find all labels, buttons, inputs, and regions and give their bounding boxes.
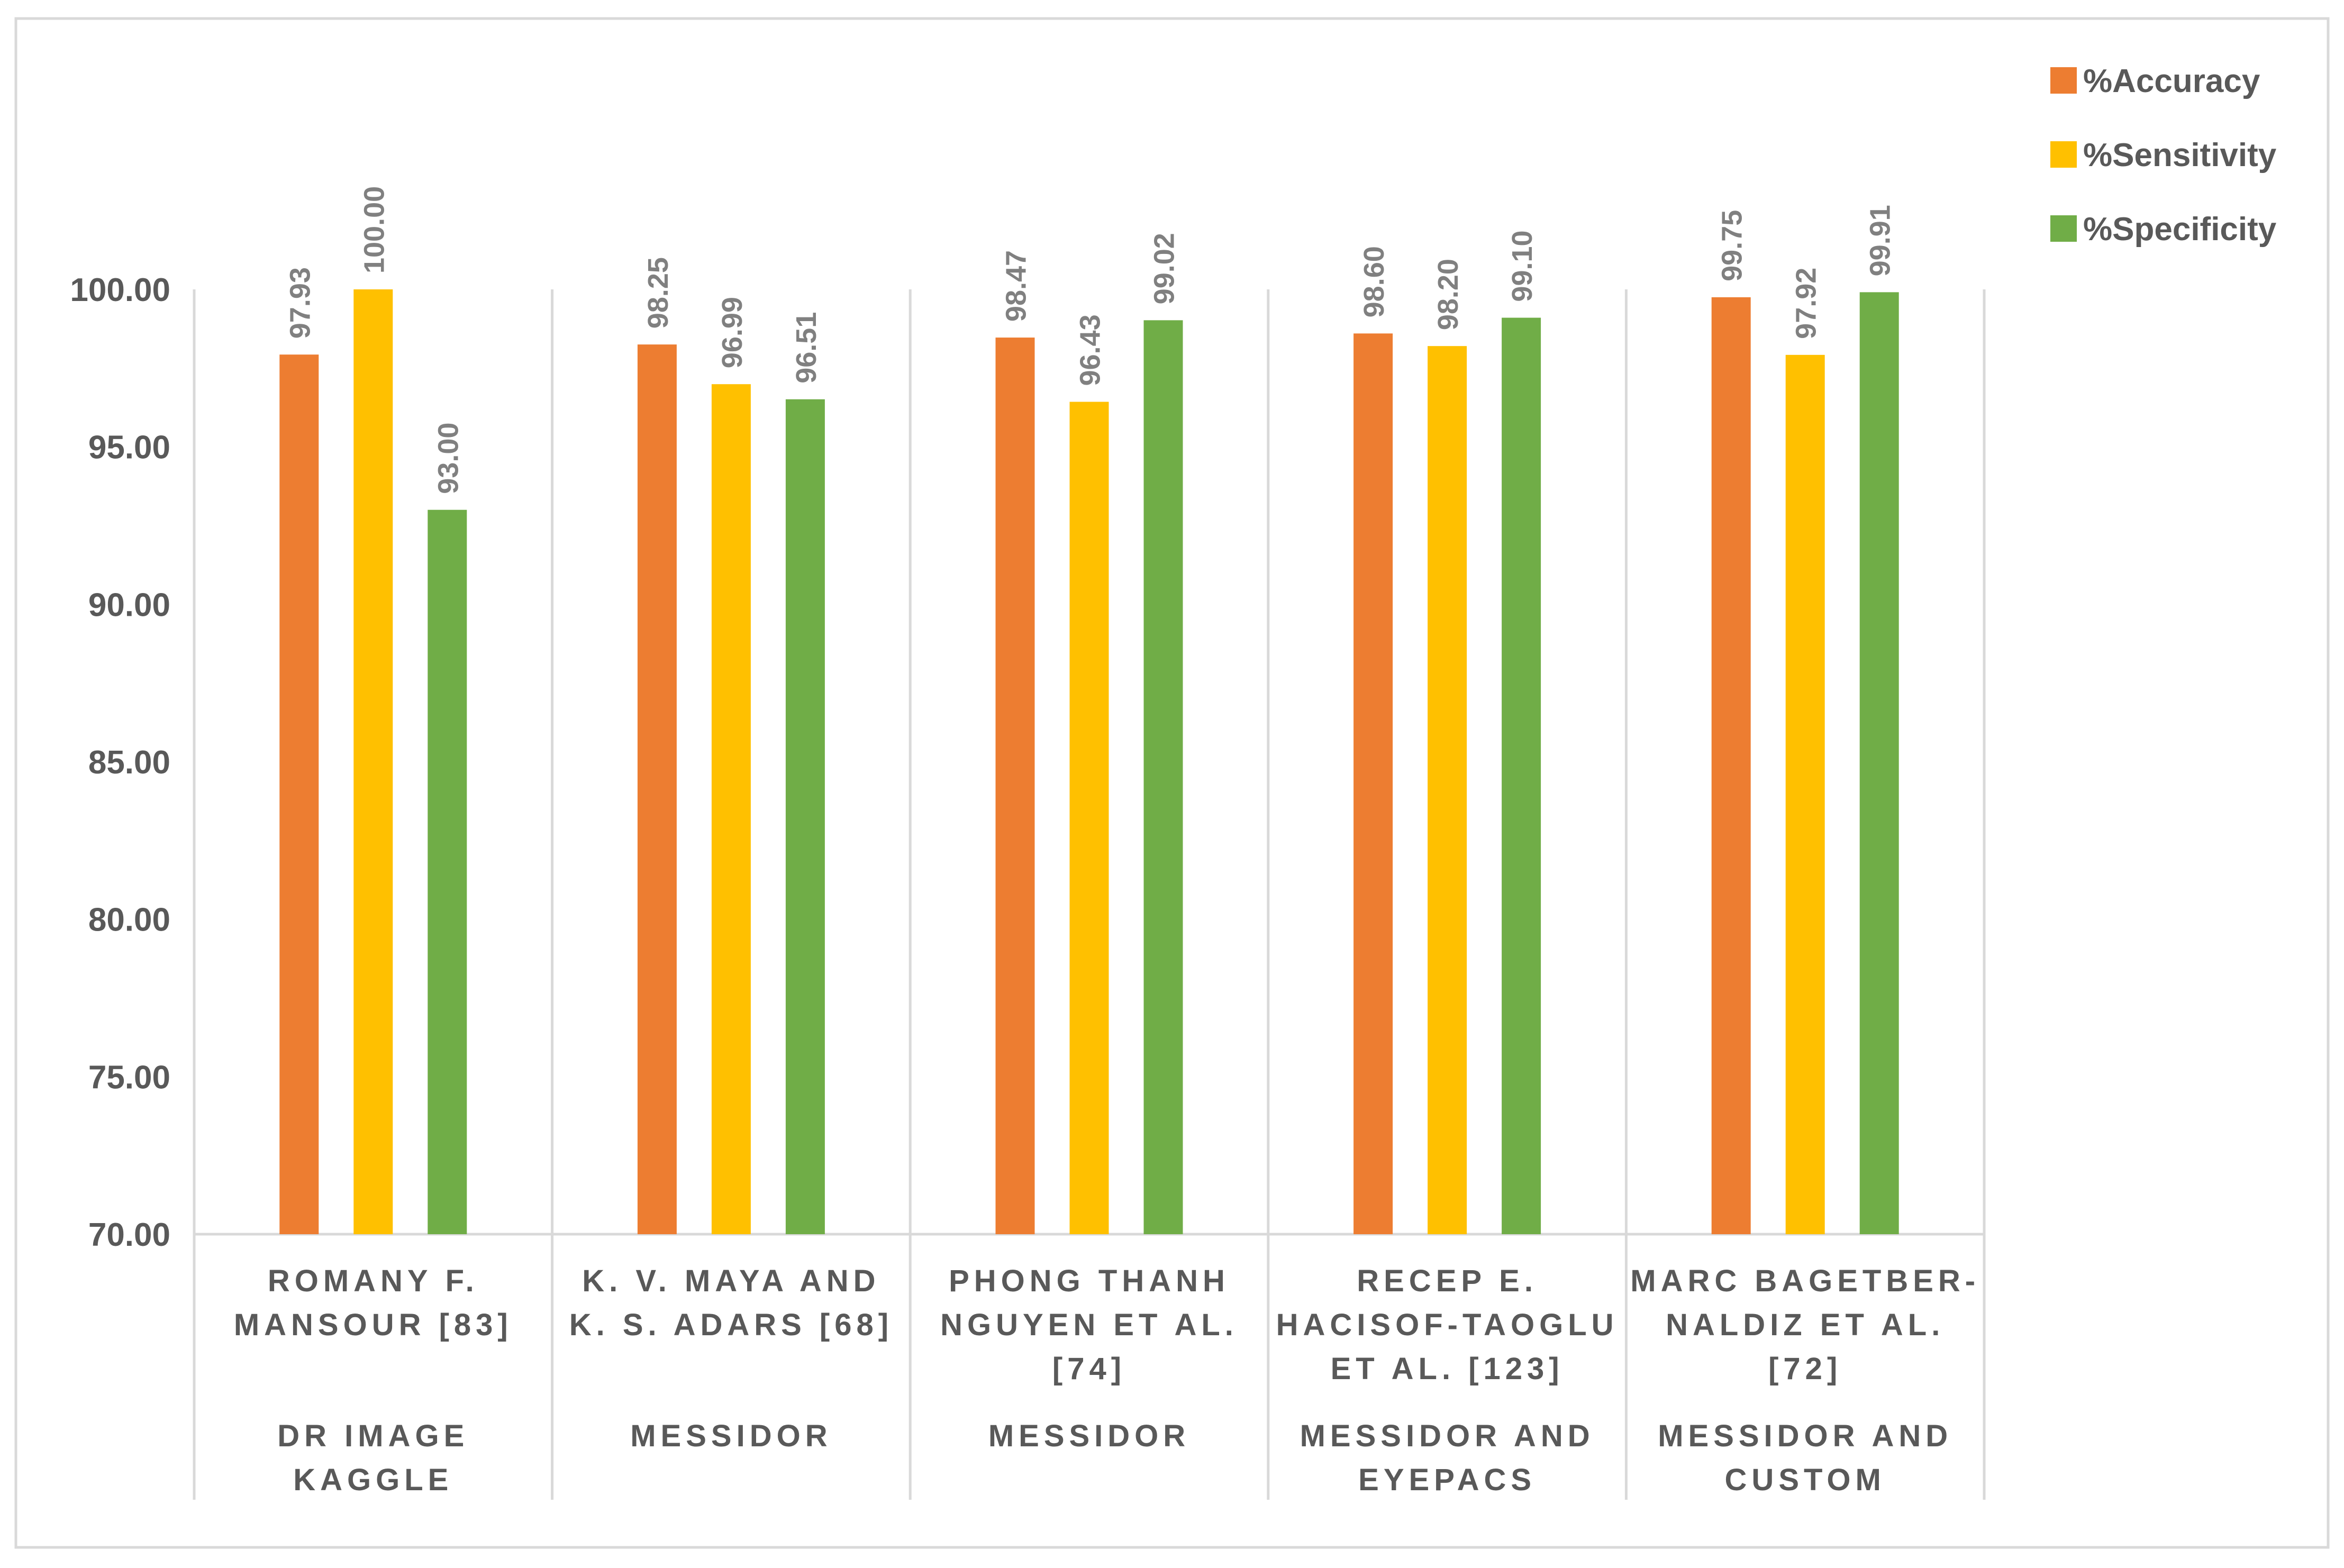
bar-specificity [428,509,467,1234]
y-tick-label: 95.00 [88,430,170,466]
data-labels-layer: 97.93 98.25 98.47 98.60 99.75 100.00 96.99 96.4… [284,186,1896,494]
data-label: 99.91 [1865,205,1896,276]
legend-label: %Accuracy [2083,63,2260,99]
data-label: 96.99 [716,297,748,368]
data-label: 96.51 [791,312,822,384]
data-label: 97.92 [1791,268,1822,339]
data-label: 98.20 [1432,259,1464,330]
data-label: 99.75 [1716,210,1748,281]
category-dataset-label: MESSIDOR [630,1419,832,1453]
category-author-label: K. S. ADARS [68] [569,1308,893,1342]
bar-accuracy [1353,333,1393,1234]
category-dataset-label: MESSIDOR AND [1300,1419,1595,1453]
data-label: 97.93 [284,267,316,339]
data-label: 100.00 [358,186,390,274]
y-tick-label: 70.00 [88,1217,170,1253]
category-dataset-label: KAGGLE [293,1463,453,1497]
bar-accuracy [1711,297,1751,1235]
y-tick-label: 75.00 [88,1059,170,1096]
data-label: 98.25 [642,257,674,329]
bar-accuracy [995,338,1035,1235]
category-dataset-label: CUSTOM [1725,1463,1886,1497]
y-tick-label: 80.00 [88,902,170,938]
category-author-label: ET AL. [123] [1331,1352,1564,1386]
data-label: 99.02 [1149,233,1180,304]
bar-specificity [1859,292,1899,1235]
bar-accuracy [279,354,319,1234]
bar-sensitivity [1785,354,1825,1234]
category-author-label: ROMANY F. [268,1264,479,1298]
legend-swatch [2050,141,2077,168]
data-label: 98.60 [1358,246,1390,317]
axis-layer: 70.00 75.00 80.00 85.00 90.00 95.00 100.00 ROMA… [70,272,1986,1500]
bar-specificity [1502,317,1541,1234]
bar-accuracy [637,344,677,1234]
category-author-label: NGUYEN ET AL. [940,1308,1238,1342]
y-tick-label: 85.00 [88,744,170,781]
category-dataset-label: MESSIDOR [988,1419,1190,1453]
bar-sensitivity [1428,346,1467,1235]
category-author-label: [72] [1768,1352,1842,1386]
bar-sensitivity [1069,402,1109,1235]
category-author-label: HACISOF-TAOGLU [1276,1308,1619,1342]
y-tick-label: 100.00 [70,272,170,308]
category-dataset-label: EYEPACS [1358,1463,1536,1497]
category-dataset-label: MESSIDOR AND [1658,1419,1952,1453]
y-tick-label: 90.00 [88,587,170,623]
legend-swatch [2050,215,2077,242]
data-label: 99.10 [1506,230,1538,302]
category-author-label: MANSOUR [83] [234,1308,513,1342]
category-author-label: PHONG THANH [949,1264,1230,1298]
bars-layer [279,289,1899,1235]
legend-swatch [2050,67,2077,94]
bar-sensitivity [353,289,393,1234]
category-author-label: RECEP E. [1357,1264,1538,1298]
category-author-label: NALDIZ ET AL. [1666,1308,1945,1342]
legend: %Accuracy %Sensitivity %Specificity [2050,63,2277,248]
category-author-label: MARC BAGETBER- [1630,1264,1980,1298]
category-author-label: [74] [1052,1352,1126,1386]
bar-specificity [1143,320,1183,1234]
bar-sensitivity [711,384,751,1234]
category-author-label: K. V. MAYA AND [582,1264,880,1298]
data-label: 98.47 [1001,250,1032,322]
data-label: 96.43 [1075,314,1106,386]
legend-label: %Specificity [2083,211,2277,248]
bar-specificity [785,399,825,1234]
legend-label: %Sensitivity [2083,137,2277,174]
category-dataset-label: DR IMAGE [277,1419,469,1453]
data-label: 93.00 [432,423,464,494]
